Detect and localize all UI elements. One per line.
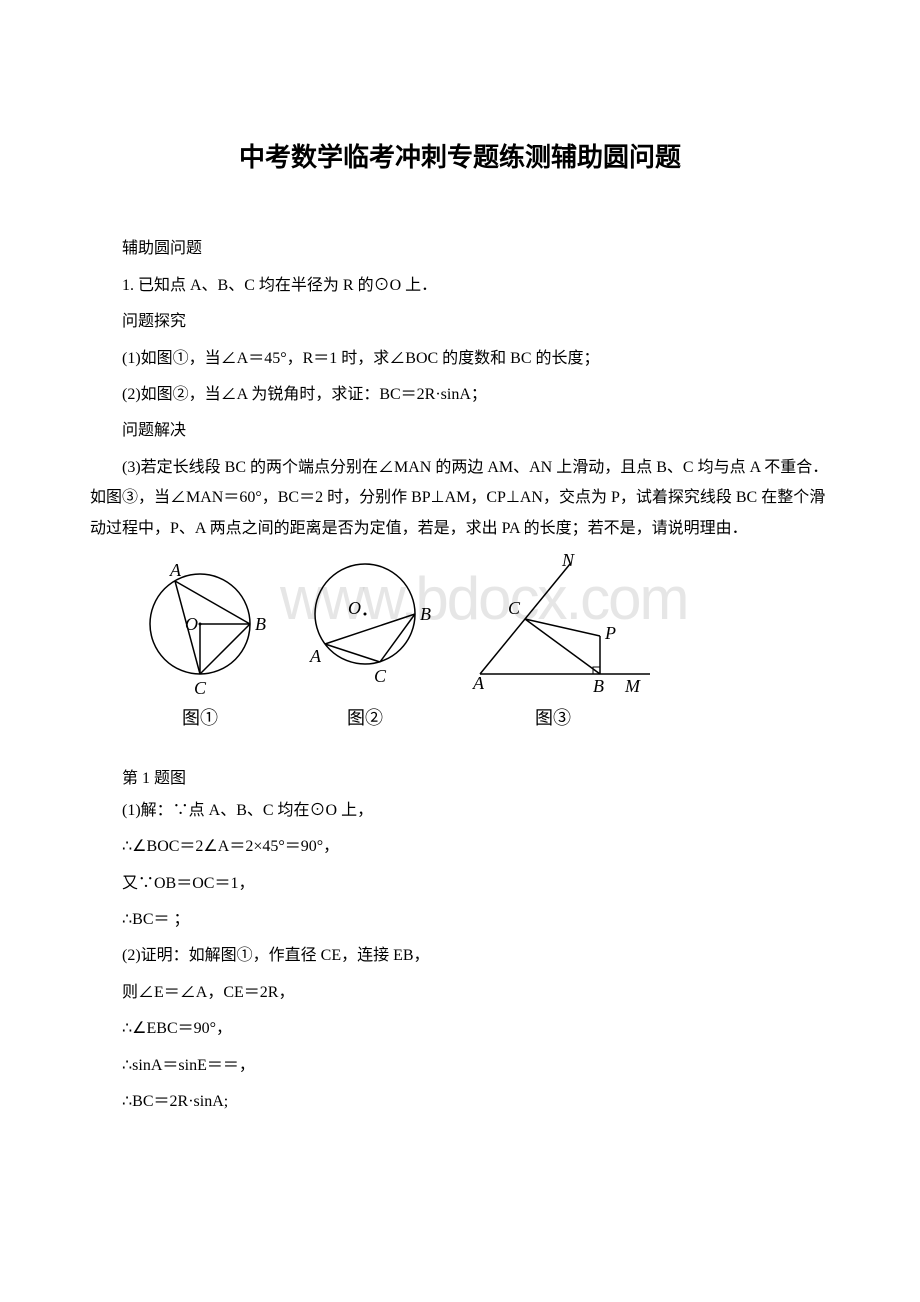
fig3-label-N: N [561, 554, 575, 570]
fig2-line-AB [325, 614, 415, 644]
problem-1-2: (2)如图②，当∠A 为锐角时，求证：BC＝2R·sinA； [90, 380, 830, 410]
figures-svg: A B C O 图① A B C O 图② [130, 554, 750, 744]
solution-line-1: (1)解：∵点 A、B、C 均在⊙O 上， [90, 796, 830, 826]
document-page: 中考数学临考冲刺专题练测辅助圆问题 辅助圆问题 1. 已知点 A、B、C 均在半… [0, 0, 920, 1183]
figure-container: www.bdocx.com A B C O 图① [130, 554, 750, 754]
solution-line-3: 又∵OB＝OC＝1， [90, 869, 830, 899]
fig3-label-P: P [604, 623, 616, 643]
figure-caption: 第 1 题图 [90, 764, 830, 788]
intro-paragraph: 辅助圆问题 [90, 234, 830, 264]
fig2-label-B: B [420, 604, 431, 624]
problem-1-1: (1)如图①，当∠A＝45°，R＝1 时，求∠BOC 的度数和 BC 的长度； [90, 344, 830, 374]
solution-line-8: ∴sinA＝sinE＝＝， [90, 1051, 830, 1081]
fig1-label-O: O [185, 614, 198, 634]
page-title: 中考数学临考冲刺专题练测辅助圆问题 [90, 137, 830, 174]
fig2-caption: 图② [347, 708, 383, 728]
fig3-label-M: M [624, 676, 641, 696]
figure-2: A B C O 图② [309, 564, 431, 728]
problem-1-header: 1. 已知点 A、B、C 均在半径为 R 的⊙O 上． [90, 271, 830, 301]
fig1-label-A: A [169, 560, 182, 580]
solution-line-9: ∴BC＝2R·sinA; [90, 1087, 830, 1117]
solution-line-2: ∴∠BOC＝2∠A＝2×45°＝90°， [90, 832, 830, 862]
fig1-caption: 图① [182, 708, 218, 728]
fig3-caption: 图③ [535, 708, 571, 728]
section-solve: 问题解决 [90, 416, 830, 446]
fig1-label-B: B [255, 614, 266, 634]
fig3-label-B: B [593, 676, 604, 696]
problem-1-3: (3)若定长线段 BC 的两个端点分别在∠MAN 的两边 AM、AN 上滑动，且… [90, 453, 830, 544]
section-explore: 问题探究 [90, 307, 830, 337]
fig2-line-BC [380, 614, 415, 662]
fig2-label-A: A [309, 646, 322, 666]
fig1-point-O [199, 622, 202, 625]
fig2-label-O: O [348, 598, 361, 618]
solution-line-7: ∴∠EBC＝90°， [90, 1014, 830, 1044]
fig2-point-O [364, 612, 367, 615]
fig2-label-C: C [374, 666, 387, 686]
solution-line-4: ∴BC＝ ； [90, 905, 830, 935]
solution-line-6: 则∠E＝∠A，CE＝2R， [90, 978, 830, 1008]
solution-line-5: (2)证明：如解图①，作直径 CE，连接 EB， [90, 941, 830, 971]
fig1-label-C: C [194, 678, 207, 698]
fig3-label-A: A [472, 673, 485, 693]
figure-1: A B C O 图① [150, 560, 266, 728]
fig3-label-C: C [508, 598, 521, 618]
figure-3: A B C N M P 图③ [472, 554, 650, 728]
